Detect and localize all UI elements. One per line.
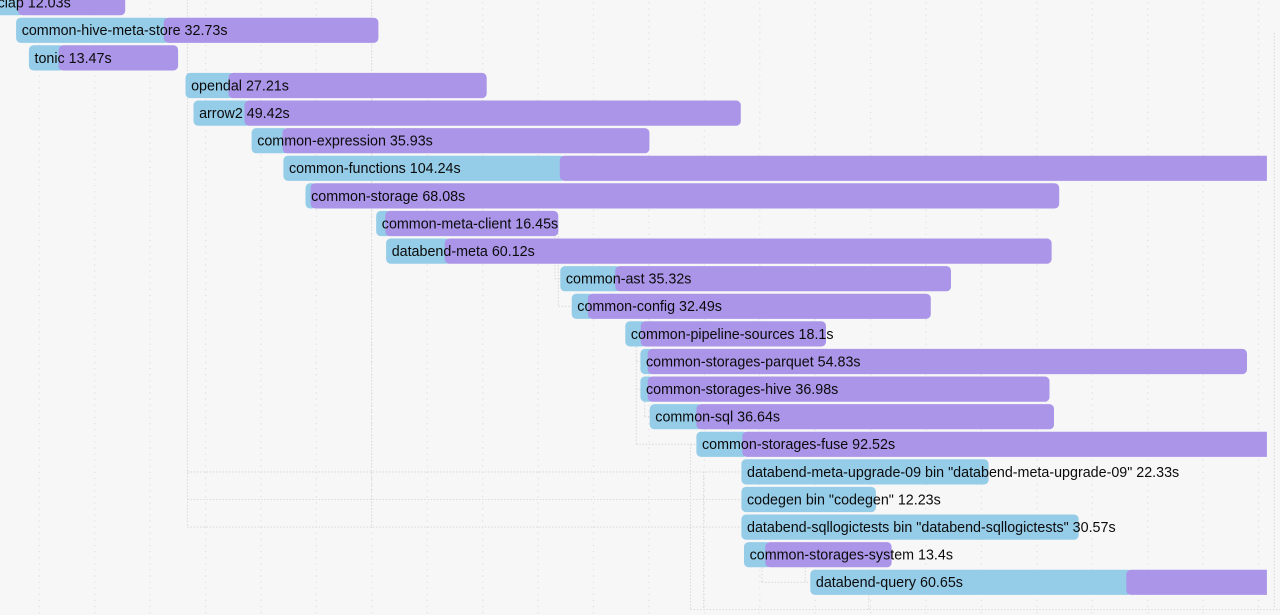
svg-text:common-storages-parquet 54.83s: common-storages-parquet 54.83s — [646, 354, 861, 370]
svg-text:common-storages-hive 36.98s: common-storages-hive 36.98s — [646, 382, 838, 398]
svg-text:tonic 13.47s: tonic 13.47s — [35, 51, 112, 67]
svg-text:databend-query 60.65s: databend-query 60.65s — [816, 575, 963, 591]
svg-text:common-storages-system 13.4s: common-storages-system 13.4s — [750, 548, 953, 564]
svg-text:arrow2 49.42s: arrow2 49.42s — [199, 106, 290, 122]
svg-text:codegen bin "codegen" 12.23s: codegen bin "codegen" 12.23s — [747, 492, 941, 508]
svg-text:clap 12.03s: clap 12.03s — [0, 0, 71, 12]
svg-text:common-storages-fuse 92.52s: common-storages-fuse 92.52s — [702, 437, 895, 453]
svg-text:opendal 27.21s: opendal 27.21s — [191, 78, 289, 94]
svg-text:common-ast 35.32s: common-ast 35.32s — [566, 272, 692, 288]
svg-text:databend-sqllogictests bin "da: databend-sqllogictests bin "databend-sql… — [747, 520, 1116, 536]
svg-text:common-meta-client 16.45s: common-meta-client 16.45s — [382, 216, 558, 232]
svg-text:common-config 32.49s: common-config 32.49s — [577, 299, 722, 315]
svg-text:common-hive-meta-store 32.73s: common-hive-meta-store 32.73s — [22, 23, 228, 39]
svg-text:common-storage 68.08s: common-storage 68.08s — [311, 189, 465, 205]
svg-text:common-pipeline-sources 18.1s: common-pipeline-sources 18.1s — [631, 327, 834, 343]
svg-text:common-sql 36.64s: common-sql 36.64s — [655, 410, 780, 426]
svg-text:common-functions 104.24s: common-functions 104.24s — [289, 161, 461, 177]
svg-text:common-expression 35.93s: common-expression 35.93s — [257, 134, 433, 150]
svg-text:databend-meta-upgrade-09 bin ": databend-meta-upgrade-09 bin "databend-m… — [747, 465, 1179, 481]
svg-text:databend-meta 60.12s: databend-meta 60.12s — [392, 244, 535, 260]
